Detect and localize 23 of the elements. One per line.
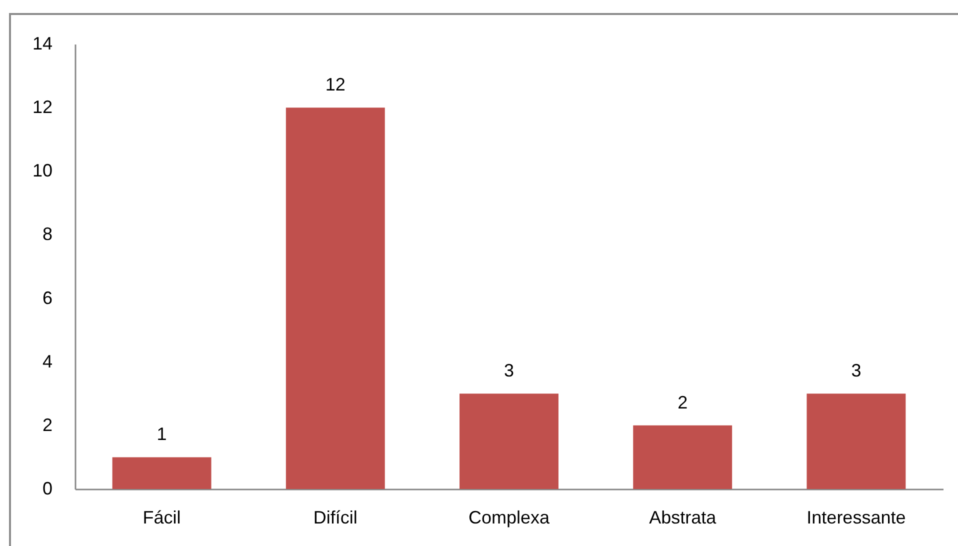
y-tick-label: 8 bbox=[42, 224, 52, 244]
bar bbox=[460, 394, 558, 489]
bar bbox=[286, 108, 385, 489]
data-label: 3 bbox=[504, 360, 514, 381]
data-label: 3 bbox=[851, 360, 862, 381]
data-label: 1 bbox=[156, 424, 167, 444]
x-tick-label: Fácil bbox=[142, 508, 181, 528]
y-tick-label: 12 bbox=[32, 97, 52, 118]
y-tick-label: 10 bbox=[32, 160, 52, 181]
bar bbox=[633, 425, 732, 489]
y-tick-label: 0 bbox=[42, 478, 52, 498]
data-label: 12 bbox=[325, 74, 346, 95]
x-tick-label: Abstrata bbox=[649, 508, 718, 528]
y-tick-label: 14 bbox=[32, 34, 52, 54]
data-label: 2 bbox=[678, 392, 688, 412]
y-tick-label: 2 bbox=[42, 414, 52, 435]
bar bbox=[112, 457, 212, 489]
y-tick-label: 6 bbox=[42, 288, 52, 308]
x-tick-label: Difícil bbox=[313, 508, 358, 528]
y-tick-label: 4 bbox=[42, 351, 52, 372]
x-tick-label: Complexa bbox=[468, 508, 550, 528]
x-tick-label: Interessante bbox=[806, 508, 906, 528]
bar bbox=[806, 394, 906, 489]
